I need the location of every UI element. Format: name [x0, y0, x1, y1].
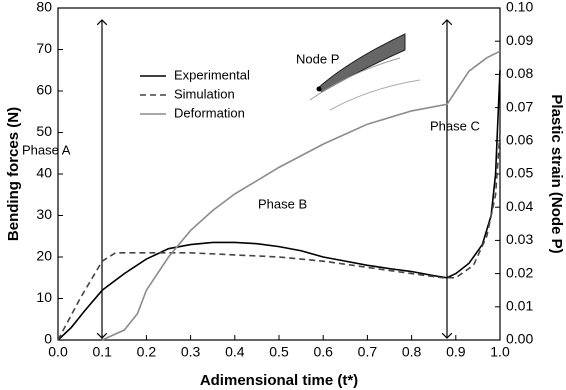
- y-tick-label: 50: [36, 123, 52, 139]
- y2-tick-label: 0.06: [506, 132, 533, 148]
- y2-tick-label: 0.00: [506, 331, 533, 347]
- y-tick-label: 0: [44, 331, 52, 347]
- y-tick-label: 80: [36, 0, 52, 15]
- y2-tick-label: 0.10: [506, 0, 533, 15]
- y2-tick-label: 0.01: [506, 298, 533, 314]
- x-tick-label: 0.9: [446, 344, 466, 360]
- y-tick-label: 40: [36, 165, 52, 181]
- chart: Node P Phase A Phase B Phase C Adimensio…: [0, 0, 566, 390]
- x-tick-label: 0.6: [313, 344, 333, 360]
- y2-tick-label: 0.09: [506, 32, 533, 48]
- y2-tick-label: 0.07: [506, 98, 533, 114]
- x-tick-label: 0.5: [269, 344, 289, 360]
- y2-tick-label: 0.02: [506, 264, 533, 280]
- series-line: [58, 133, 500, 341]
- annotation: Phase C: [430, 118, 480, 133]
- y-tick-label: 10: [36, 289, 52, 305]
- x-axis-title: Adimensional time (t*): [200, 372, 358, 389]
- legend-label: Experimental: [174, 67, 250, 82]
- y-tick-label: 70: [36, 40, 52, 56]
- annotation: Phase A: [22, 142, 71, 157]
- x-tick-label: 0.2: [137, 344, 157, 360]
- x-tick-label: 0.7: [358, 344, 378, 360]
- x-tick-label: 0.1: [92, 344, 112, 360]
- legend-label: Deformation: [174, 105, 245, 120]
- legend-label: Simulation: [174, 86, 235, 101]
- x-tick-label: 0.3: [181, 344, 201, 360]
- node-inset: [310, 34, 420, 110]
- y2-tick-label: 0.05: [506, 165, 533, 181]
- y2-tick-label: 0.04: [506, 198, 533, 214]
- y-axis-title: Bending forces (N): [5, 107, 22, 241]
- annotation: Phase B: [258, 196, 307, 211]
- y2-tick-label: 0.08: [506, 65, 533, 81]
- annotation: Node P: [296, 51, 339, 66]
- x-tick-label: 0.8: [402, 344, 422, 360]
- y-tick-label: 20: [36, 248, 52, 264]
- y-tick-label: 30: [36, 206, 52, 222]
- x-tick-label: 0.4: [225, 344, 245, 360]
- plot-frame: [58, 8, 500, 340]
- y2-axis-title: Plastic strain (Node P): [548, 94, 565, 253]
- y-tick-label: 60: [36, 82, 52, 98]
- y2-tick-label: 0.03: [506, 231, 533, 247]
